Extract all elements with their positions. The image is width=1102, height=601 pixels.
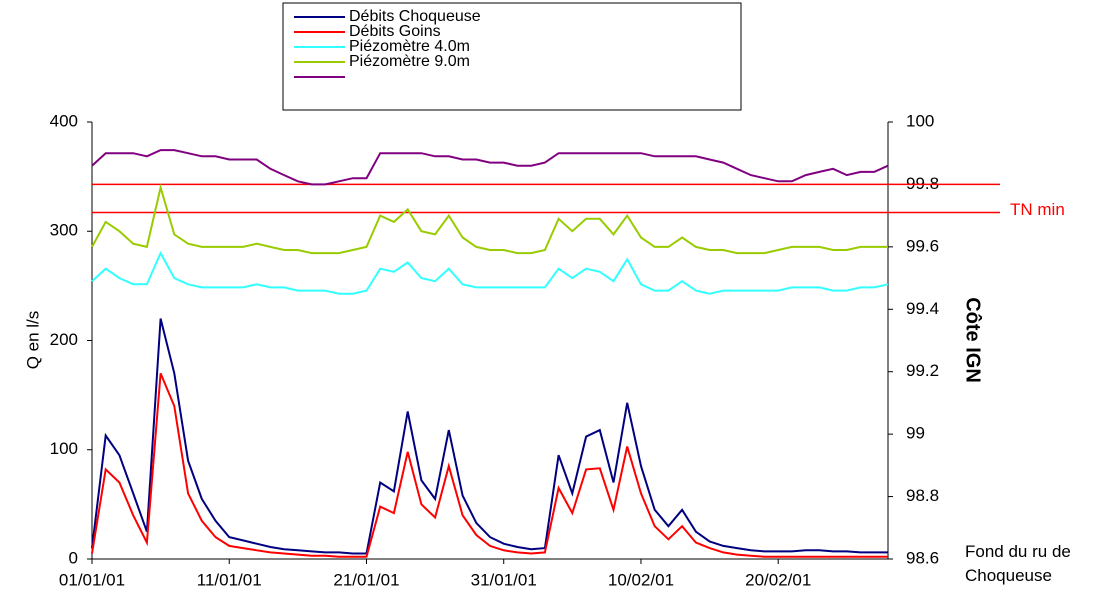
x-tick-label: 21/01/01 <box>333 570 399 589</box>
y2-tick-label: 100 <box>906 111 934 130</box>
y2-tick-label: 98.8 <box>906 486 939 505</box>
legend-label: Piézomètre 4.0m <box>349 38 470 55</box>
series-line <box>91 318 888 555</box>
legend-box <box>282 2 742 111</box>
series-line <box>91 183 888 255</box>
x-tick-label: 01/01/01 <box>59 570 125 589</box>
y-tick-label: 300 <box>50 221 78 240</box>
series-line <box>91 149 889 186</box>
legend-label: Débits Choqueuse <box>349 8 481 25</box>
legend-label: Piézomètre 9.0m <box>349 53 470 70</box>
y2-tick-label: 99.6 <box>906 236 939 255</box>
reference-label: TN min <box>1010 200 1065 219</box>
legend-label: Débits Goins <box>349 23 441 40</box>
y2-tick-label: 99.8 <box>906 174 939 193</box>
y-axis-label: Q en l/s <box>23 311 42 370</box>
x-tick-label: 11/01/01 <box>197 570 262 589</box>
y-tick-label: 400 <box>50 111 78 130</box>
y-tick-label: 0 <box>69 548 78 567</box>
y-tick-label: 100 <box>50 439 78 458</box>
x-tick-label: 31/01/01 <box>471 570 537 589</box>
y2-tick-label: 99.4 <box>906 299 939 318</box>
series-line <box>91 250 889 295</box>
x-tick-label: 20/02/01 <box>745 570 811 589</box>
y2-tick-label: 99.2 <box>906 361 939 380</box>
y2-tick-label: 99 <box>906 424 925 443</box>
x-tick-label: 10/02/01 <box>608 570 674 589</box>
y-tick-label: 200 <box>50 330 78 349</box>
series-line <box>91 372 888 558</box>
floor-note: Fond du ru de Choqueuse <box>965 542 1071 585</box>
y2-tick-label: 98.6 <box>906 548 939 567</box>
y2-axis-label: Côte IGN <box>962 297 984 383</box>
